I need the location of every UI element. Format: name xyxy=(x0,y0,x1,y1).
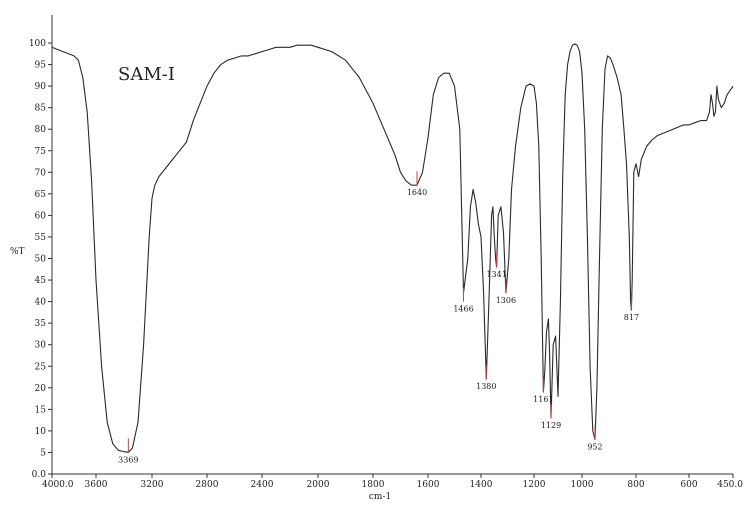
y-tick-label: 30 xyxy=(35,341,47,351)
y-tick-label: 80 xyxy=(35,125,47,135)
x-tick-label: 3200 xyxy=(141,480,164,490)
y-axis-title: %T xyxy=(10,247,25,257)
peak-label: 817 xyxy=(624,313,639,322)
series-layer xyxy=(51,43,734,453)
x-tick-label: 1400 xyxy=(470,480,493,490)
axes-layer xyxy=(51,15,733,475)
ticks-layer: 0.0 5 10 15 20 25 30 35 40 45 50 55 60 65 70 75 80 85 90 95… xyxy=(29,39,743,490)
y-tick-label: 65 xyxy=(35,190,47,200)
y-tick-label: 40 xyxy=(35,298,47,308)
peak-label: 1466 xyxy=(453,305,473,314)
x-axis-title: cm-1 xyxy=(369,492,391,502)
x-tick-label: 2400 xyxy=(251,480,274,490)
peak-label: 1380 xyxy=(476,382,496,391)
y-tick-label: 85 xyxy=(35,104,47,114)
y-tick-label: 0.0 xyxy=(32,470,47,480)
x-tick-label: 1800 xyxy=(362,480,385,490)
peak-label: 3369 xyxy=(118,455,138,464)
y-tick-label: 60 xyxy=(35,211,47,221)
y-tick-label: 15 xyxy=(35,405,47,415)
y-tick-label: 45 xyxy=(35,276,47,286)
peak-label: 1306 xyxy=(496,296,516,305)
x-tick-label: 1000 xyxy=(571,480,594,490)
y-tick-label: 90 xyxy=(35,82,47,92)
y-tick-label: 35 xyxy=(35,319,47,329)
y-tick-label: 25 xyxy=(35,362,47,372)
peak-label: 952 xyxy=(587,443,602,452)
x-tick-label: 600 xyxy=(680,480,697,490)
x-tick-label: 3600 xyxy=(85,480,108,490)
y-tick-label: 5 xyxy=(40,448,46,458)
x-tick-label: 1200 xyxy=(523,480,546,490)
x-tick-label: 1600 xyxy=(417,480,440,490)
peak-label: 1640 xyxy=(407,188,427,197)
y-tick-label: 10 xyxy=(35,427,47,437)
y-tick-label: 70 xyxy=(35,168,47,178)
chart-title: SAM-I xyxy=(118,64,175,85)
peak-label: 1341 xyxy=(486,270,506,279)
y-tick-label: 50 xyxy=(35,255,47,265)
spectrum-line xyxy=(51,43,734,453)
x-tick-label: 450.0 xyxy=(717,480,743,490)
y-tick-label: 55 xyxy=(35,233,47,243)
x-tick-label: 800 xyxy=(627,480,644,490)
y-tick-label: 75 xyxy=(35,147,47,157)
peak-label: 1161 xyxy=(533,395,553,404)
x-tick-label: 2000 xyxy=(307,480,330,490)
y-tick-label: 20 xyxy=(35,384,47,394)
x-tick-label: 4000.0 xyxy=(42,480,74,490)
peaks-layer: 3369 1640 1466 1380 1341 1306 1161 1129 952 817 xyxy=(118,171,639,464)
peak-label: 1129 xyxy=(541,421,561,430)
x-tick-label: 2800 xyxy=(196,480,219,490)
y-tick-label: 100 xyxy=(29,39,46,49)
y-tick-label: 95 xyxy=(35,61,47,71)
